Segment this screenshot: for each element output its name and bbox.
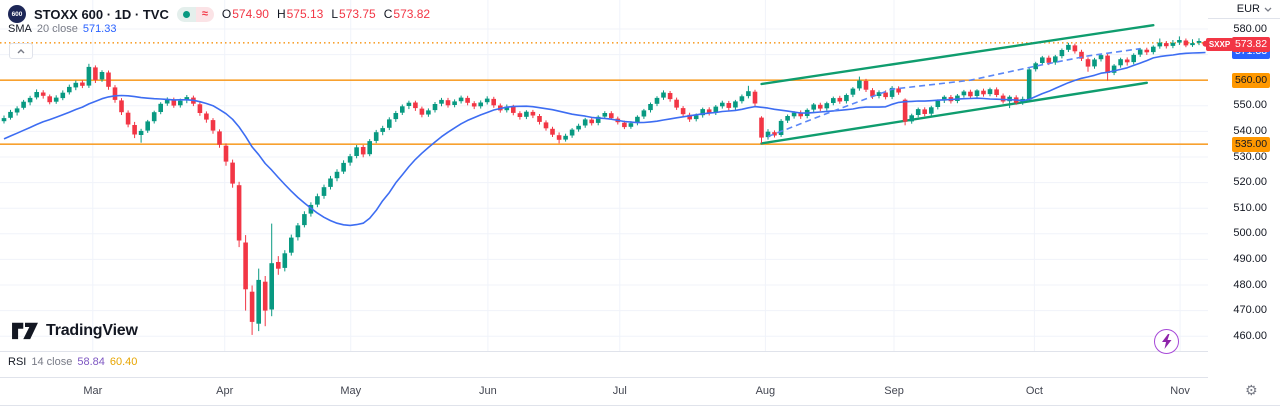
price-axis[interactable]: EUR 580.00570.00550.00540.00530.00520.00…	[1208, 0, 1280, 378]
rsi-name: RSI	[8, 356, 27, 368]
symbol-legend[interactable]: 600 STOXX 600 · 1D · TVC ≈ O 574.90 H 575.…	[8, 5, 430, 23]
price-badge-535: 535.00	[1232, 136, 1270, 152]
sma-line	[3, 51, 1206, 227]
dashed-trendline	[767, 47, 1141, 138]
price-tick-label: 520.00	[1233, 176, 1267, 189]
lightning-bolt-icon	[1161, 334, 1171, 349]
month-label: Sep	[884, 385, 904, 397]
pane-divider[interactable]	[0, 351, 1280, 352]
bottom-border	[0, 405, 1280, 406]
symbol-price-tag: SXXP	[1206, 38, 1233, 52]
tradingview-brand-text: TradingView	[46, 321, 138, 339]
close-value: 573.82	[393, 7, 431, 21]
open-label: O	[221, 7, 232, 21]
currency-selector[interactable]: EUR	[1208, 0, 1280, 19]
legend-collapse-button[interactable]	[9, 43, 33, 59]
price-tick-label: 500.00	[1233, 227, 1267, 240]
chevron-up-icon	[17, 48, 25, 53]
month-label: Apr	[216, 385, 234, 397]
chevron-down-icon	[1264, 7, 1272, 12]
sma-params: 20 close	[36, 23, 78, 35]
gear-icon[interactable]: ⚙	[1245, 383, 1258, 399]
rsi-value-2: 60.40	[109, 356, 138, 368]
price-tick-label: 510.00	[1233, 201, 1267, 214]
rsi-params: 14 close	[31, 356, 73, 368]
price-tick-label: 460.00	[1233, 329, 1267, 342]
time-axis-divider	[0, 377, 1280, 378]
tradingview-logo[interactable]: TradingView	[10, 321, 138, 340]
rsi-legend[interactable]: RSI 14 close 58.84 60.40	[8, 356, 137, 368]
delayed-data-icon[interactable]: ≈	[195, 6, 214, 22]
sma-name: SMA	[8, 23, 32, 35]
price-tick-label: 470.00	[1233, 304, 1267, 317]
market-status-group: ≈	[176, 6, 214, 22]
high-value: 575.13	[286, 7, 324, 21]
rsi-value-1: 58.84	[77, 356, 105, 368]
price-tick-label: 490.00	[1233, 252, 1267, 265]
time-axis[interactable]: Mar Apr May Jun Jul Aug Sep Oct Nov ⚙	[0, 378, 1280, 407]
low-label: L	[331, 7, 339, 21]
price-tick-label: 540.00	[1233, 124, 1267, 137]
high-label: H	[276, 7, 286, 21]
month-label: Mar	[83, 385, 103, 397]
candles-layer	[1, 36, 1208, 335]
month-label: May	[340, 385, 362, 397]
lightning-bolt-button[interactable]	[1154, 329, 1179, 354]
price-badge-560: 560.00	[1232, 72, 1270, 88]
tradingview-mark-icon	[12, 322, 38, 340]
price-tick-label: 530.00	[1233, 150, 1267, 163]
low-value: 573.75	[339, 7, 376, 21]
price-tick-label: 480.00	[1233, 278, 1267, 291]
month-label: Aug	[755, 385, 776, 397]
open-value: 574.90	[232, 7, 269, 21]
month-label: Oct	[1025, 385, 1043, 397]
close-label: C	[383, 7, 393, 21]
sma-value: 571.33	[82, 23, 117, 35]
last-price-badge: 573.82	[1232, 37, 1270, 53]
month-label: Jul	[612, 385, 627, 397]
symbol-logo: 600	[8, 5, 26, 23]
sma-legend[interactable]: SMA 20 close 571.33	[8, 23, 116, 35]
currency-label: EUR	[1236, 3, 1260, 15]
price-tick-label: 550.00	[1233, 99, 1267, 112]
symbol-title[interactable]: STOXX 600 · 1D · TVC	[34, 6, 169, 22]
price-tick-label: 580.00	[1233, 22, 1267, 35]
month-label: Jun	[478, 385, 497, 397]
month-label: Nov	[1170, 385, 1190, 397]
price-chart[interactable]	[0, 0, 1208, 378]
market-open-icon[interactable]	[176, 6, 196, 22]
ohlc-values: O 574.90 H 575.13 L 573.75 C 573.82	[222, 7, 430, 21]
